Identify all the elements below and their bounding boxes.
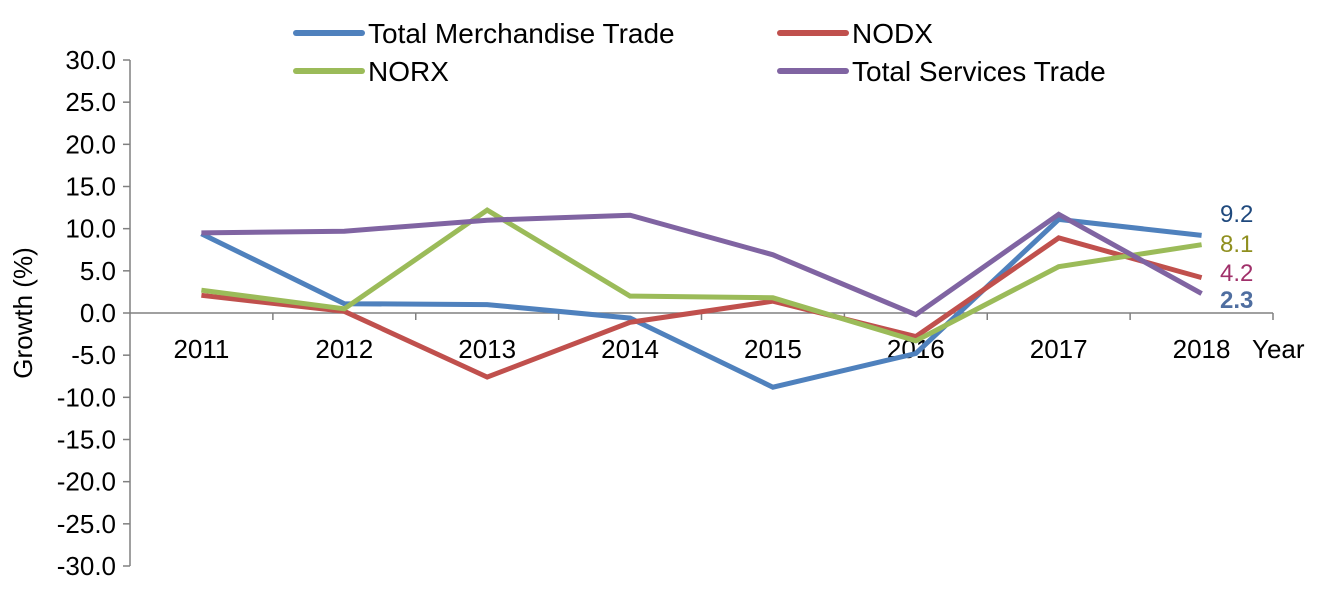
y-tick-label: -25.0 <box>57 509 116 539</box>
series-group <box>200 207 1203 390</box>
y-tick-label: -20.0 <box>57 467 116 497</box>
x-tick-label: 2018 <box>1173 334 1231 364</box>
x-tick-label: 2012 <box>315 334 373 364</box>
series-line-2 <box>201 207 1202 344</box>
y-tick-label: 30.0 <box>65 45 116 75</box>
legend-label: Total Merchandise Trade <box>368 18 675 49</box>
series-line-3 <box>201 211 1203 318</box>
series-line-0 <box>200 216 1202 390</box>
x-axis: 2011 2012 2013 2014 2015 2016 2017 2018 <box>130 312 1274 364</box>
y-axis: 30.0 25.0 20.0 15.0 10.0 5.0 0.0 -5.0 -10.0 -15.0… <box>57 45 131 581</box>
y-tick-label: 25.0 <box>65 87 116 117</box>
y-tick-label: 15.0 <box>65 172 116 202</box>
end-label: 4.2 <box>1220 260 1253 287</box>
x-tick-label: 2017 <box>1030 334 1088 364</box>
legend-label: Total Services Trade <box>852 56 1106 87</box>
y-tick-label: 20.0 <box>65 129 116 159</box>
series-line-1 <box>201 235 1203 380</box>
legend-label: NODX <box>852 18 933 49</box>
y-axis-title: Growth (%) <box>8 247 38 378</box>
y-tick-label: 0.0 <box>80 298 116 328</box>
x-tick-label: 2013 <box>458 334 516 364</box>
legend: Total Merchandise Trade NODX NORX Total Ser… <box>293 18 1106 87</box>
y-tick-label: 5.0 <box>80 256 116 286</box>
end-labels: 9.2 8.14.22.3 <box>1220 201 1253 314</box>
x-tick-label: 2011 <box>173 334 229 364</box>
x-tick-label: 2014 <box>601 334 659 364</box>
y-tick-label: -15.0 <box>57 425 116 455</box>
end-label: 2.3 <box>1220 287 1253 314</box>
end-label: 8.1 <box>1220 231 1253 258</box>
y-tick-label: 10.0 <box>65 214 116 244</box>
y-tick-label: -5.0 <box>71 340 116 370</box>
y-tick-label: -10.0 <box>57 382 116 412</box>
x-tick-label: 2015 <box>744 334 802 364</box>
x-axis-title: Year <box>1252 334 1305 364</box>
y-tick-label: -30.0 <box>57 551 116 581</box>
end-label: 9.2 <box>1220 201 1253 228</box>
legend-label: NORX <box>368 56 449 87</box>
